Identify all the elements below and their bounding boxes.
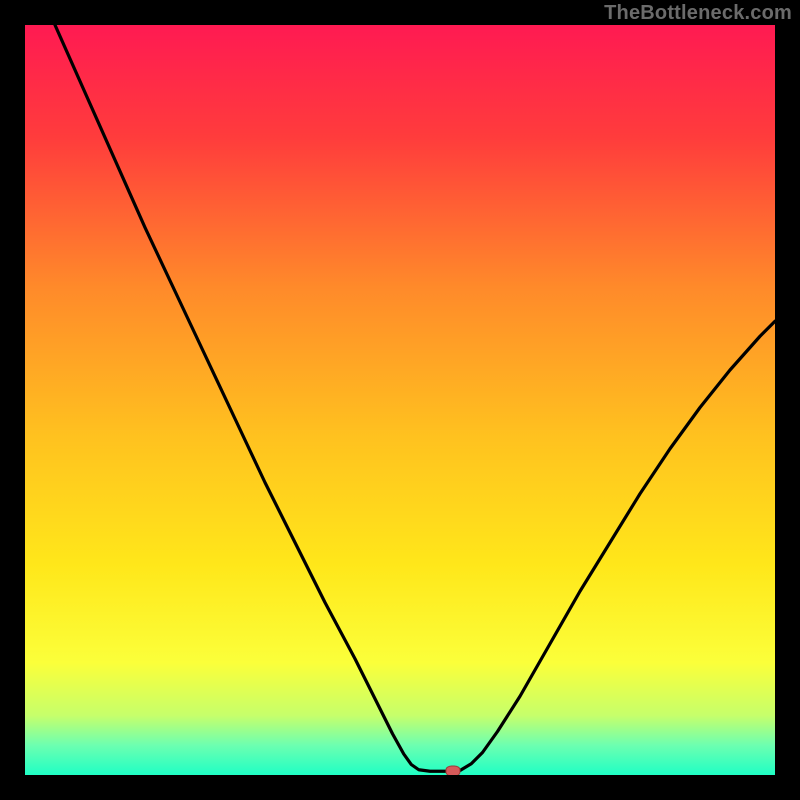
watermark-text: TheBottleneck.com <box>604 2 792 25</box>
bottleneck-curve <box>25 25 775 775</box>
optimum-marker <box>445 766 460 775</box>
plot-area <box>25 25 775 775</box>
chart-container: TheBottleneck.com <box>0 0 800 800</box>
